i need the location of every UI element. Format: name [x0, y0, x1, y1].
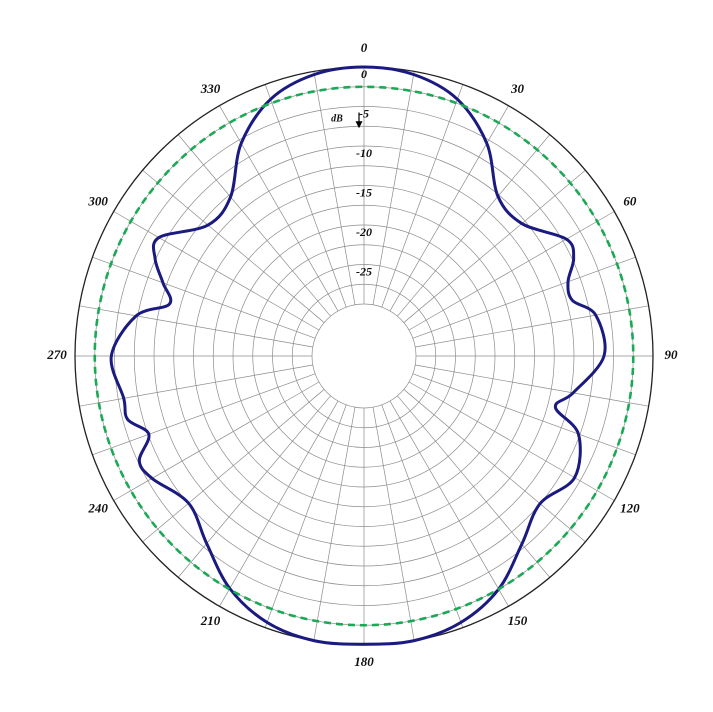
unit-arrow-head — [355, 121, 363, 129]
grid-ring — [173, 165, 555, 547]
angle-tick-label: 150 — [508, 613, 528, 628]
grid-ring — [153, 145, 575, 567]
grid-ring — [272, 264, 456, 448]
series-layer — [93, 65, 635, 646]
grid-ring — [252, 244, 476, 468]
grid-ring — [311, 303, 417, 409]
grid-ring — [232, 224, 496, 488]
angle-tick-label: 270 — [46, 347, 67, 362]
angle-tick-label: 300 — [87, 193, 108, 208]
grid-ring — [212, 204, 516, 508]
angle-tick-label: 90 — [665, 347, 679, 362]
radial-tick-label: 0 — [361, 67, 367, 81]
unit-label: dB — [331, 114, 343, 125]
angle-tick-label: 180 — [354, 654, 374, 669]
grid-ring — [133, 125, 595, 587]
radial-tick-label: -10 — [356, 146, 372, 160]
grid-ring — [291, 283, 437, 429]
angle-tick-label: 30 — [510, 81, 525, 96]
angle-tick-label: 0 — [361, 40, 368, 55]
angle-tick-label: 60 — [623, 193, 637, 208]
grid-ring — [114, 106, 614, 606]
grid-ring — [193, 185, 535, 527]
series-radiation-pattern — [109, 65, 607, 646]
radial-tick-label: -25 — [356, 265, 372, 279]
radial-tick-label: -20 — [356, 225, 372, 239]
angle-tick-label: 240 — [87, 500, 108, 515]
angle-tick-label: 210 — [200, 613, 221, 628]
label-layer: 0 30 60 90 120 150 180 210 240 270 300 330 0 -5 -10 -15… — [46, 40, 678, 669]
series-reference-level — [93, 85, 635, 627]
radial-tick-label: -5 — [359, 107, 369, 121]
angle-tick-label: 330 — [200, 81, 221, 96]
radial-tick-label: -15 — [356, 186, 372, 200]
angle-tick-label: 120 — [620, 500, 640, 515]
polar-grid — [74, 66, 654, 646]
